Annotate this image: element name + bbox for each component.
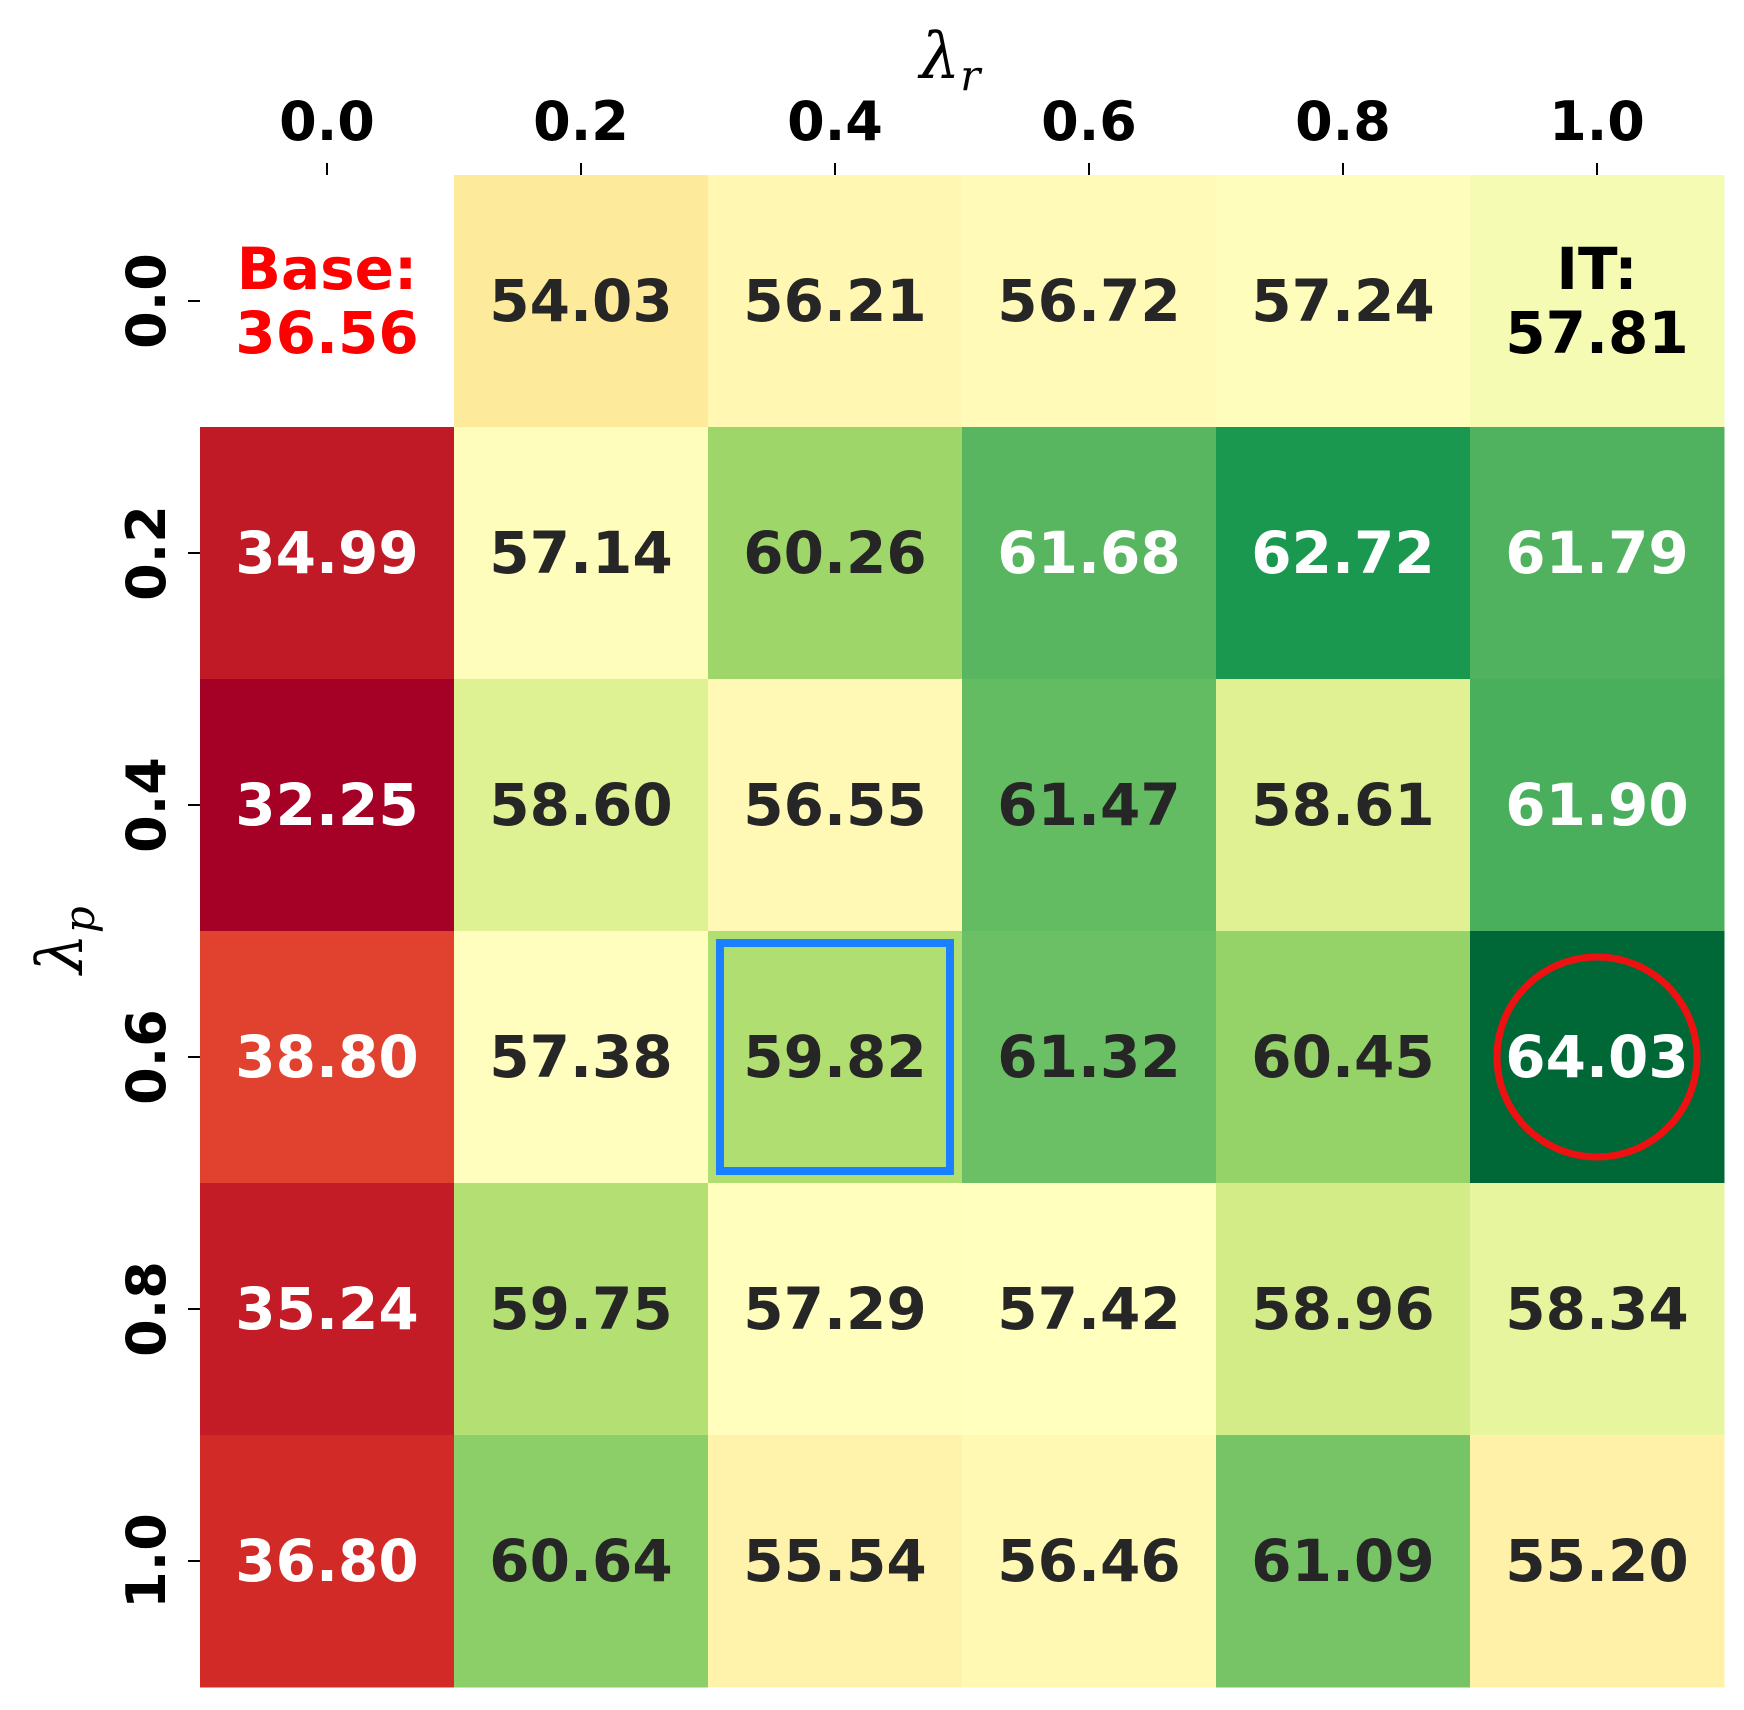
cell-value-label: 59.82 [743,1023,926,1091]
heatmap-cell [200,931,455,1184]
heatmap-cell [1470,679,1725,932]
cell-value-label: 56.72 [997,267,1180,335]
cell-value-label: 61.32 [997,1023,1180,1091]
heatmap-cell [1216,679,1471,932]
cell-value-label: 58.61 [1251,771,1434,839]
cell-value-label: 38.80 [235,1023,418,1091]
x-tick-label: 0.2 [533,90,629,153]
heatmap-cell [200,679,455,932]
heatmap-cell [1470,931,1725,1184]
heatmap-cell [454,175,709,428]
base-annotation-label: Base: [237,235,417,303]
heatmap-cell [962,1183,1217,1436]
y-tick-label: 0.8 [115,1261,178,1357]
heatmap-cell [962,679,1217,932]
heatmap-cell [200,427,455,680]
it-annotation-value: 57.81 [1505,299,1688,367]
heatmap-cell [1470,427,1725,680]
cell-value-label: 56.21 [743,267,926,335]
cell-value-label: 58.34 [1505,1275,1688,1343]
cell-value-label: 58.60 [489,771,672,839]
heatmap-cell [1216,1435,1471,1688]
cell-value-label: 61.09 [1251,1527,1434,1595]
it-annotation-label: IT: [1556,235,1637,303]
heatmap-cell [1470,1435,1725,1688]
heatmap-cell [1216,931,1471,1184]
x-tick-label: 0.6 [1041,90,1137,153]
cell-value-label: 36.80 [235,1527,418,1595]
cell-value-label: 57.29 [743,1275,926,1343]
y-tick-label: 1.0 [115,1513,178,1609]
cell-labels: 54.03 56.21 56.72 57.24 34.99 57.14 60.26 61.68… [235,235,1688,1595]
y-tick-label: 0.6 [115,1009,178,1105]
heatmap-cell [454,931,709,1184]
heatmap-cell [962,427,1217,680]
highlight-marks [716,939,1701,1175]
heatmap-cell [454,1435,709,1688]
axis-ticks: 0.0 0.2 0.4 0.6 0.8 1.0 0.0 0.2 0.4 0.6 0.8 1.0 [115,90,1645,1609]
cell-value-label: 61.68 [997,519,1180,587]
y-tick-label: 0.4 [115,757,178,853]
cell-value-label: 56.55 [743,771,926,839]
cell-value-label: 55.54 [743,1527,926,1595]
cell-value-label: 34.99 [235,519,418,587]
x-tick-label: 0.0 [279,90,375,153]
cell-value-label: 58.96 [1251,1275,1434,1343]
heatmap-cell [962,175,1217,428]
cell-value-label: 62.72 [1251,519,1434,587]
heatmap-cell [1216,175,1471,428]
x-tick-label: 1.0 [1549,90,1645,153]
cell-value-label: 54.03 [489,267,672,335]
y-tick-label: 0.2 [115,505,178,601]
heatmap-cell [454,427,709,680]
cell-value-label: 32.25 [235,771,418,839]
heatmap-cells [200,175,1725,1688]
x-tick-label: 0.8 [1295,90,1391,153]
highlight-circle [1493,953,1701,1161]
cell-value-label: 57.42 [997,1275,1180,1343]
cell-value-label: 35.24 [235,1275,418,1343]
heatmap-cell [1216,427,1471,680]
cell-value-label: 56.46 [997,1527,1180,1595]
cell-value-label: 60.64 [489,1527,672,1595]
heatmap-cell [1470,175,1725,428]
cell-value-label: 57.24 [1251,267,1434,335]
heatmap-cell [200,1435,455,1688]
cell-value-label: 61.47 [997,771,1180,839]
cell-value-label: 59.75 [489,1275,672,1343]
cell-value-label: 57.14 [489,519,672,587]
heatmap-cell [1216,1183,1471,1436]
heatmap-cell [962,931,1217,1184]
heatmap-cell [708,679,963,932]
cell-value-label: 64.03 [1505,1023,1688,1091]
heatmap-cell [708,1183,963,1436]
heatmap-cell [1470,1183,1725,1436]
cell-value-label: 61.90 [1505,771,1688,839]
heatmap-cell [962,1435,1217,1688]
base-annotation-value: 36.56 [235,299,418,367]
highlight-square [716,939,954,1175]
cell-value-label: 60.45 [1251,1023,1434,1091]
heatmap-cell [454,679,709,932]
y-axis-label: λp [24,906,104,976]
x-tick-label: 0.4 [787,90,883,153]
cell-value-label: 55.20 [1505,1527,1688,1595]
heatmap-cell [200,1183,455,1436]
cell-value-label: 61.79 [1505,519,1688,587]
x-axis-label: λr [917,20,984,100]
cell-value-label: 57.38 [489,1023,672,1091]
heatmap-cell [454,1183,709,1436]
heatmap-cell [708,931,963,1184]
cell-value-label: 60.26 [743,519,926,587]
heatmap-cell [708,1435,963,1688]
y-tick-label: 0.0 [115,253,178,349]
heatmap-cell [708,427,963,680]
heatmap-cell [708,175,963,428]
